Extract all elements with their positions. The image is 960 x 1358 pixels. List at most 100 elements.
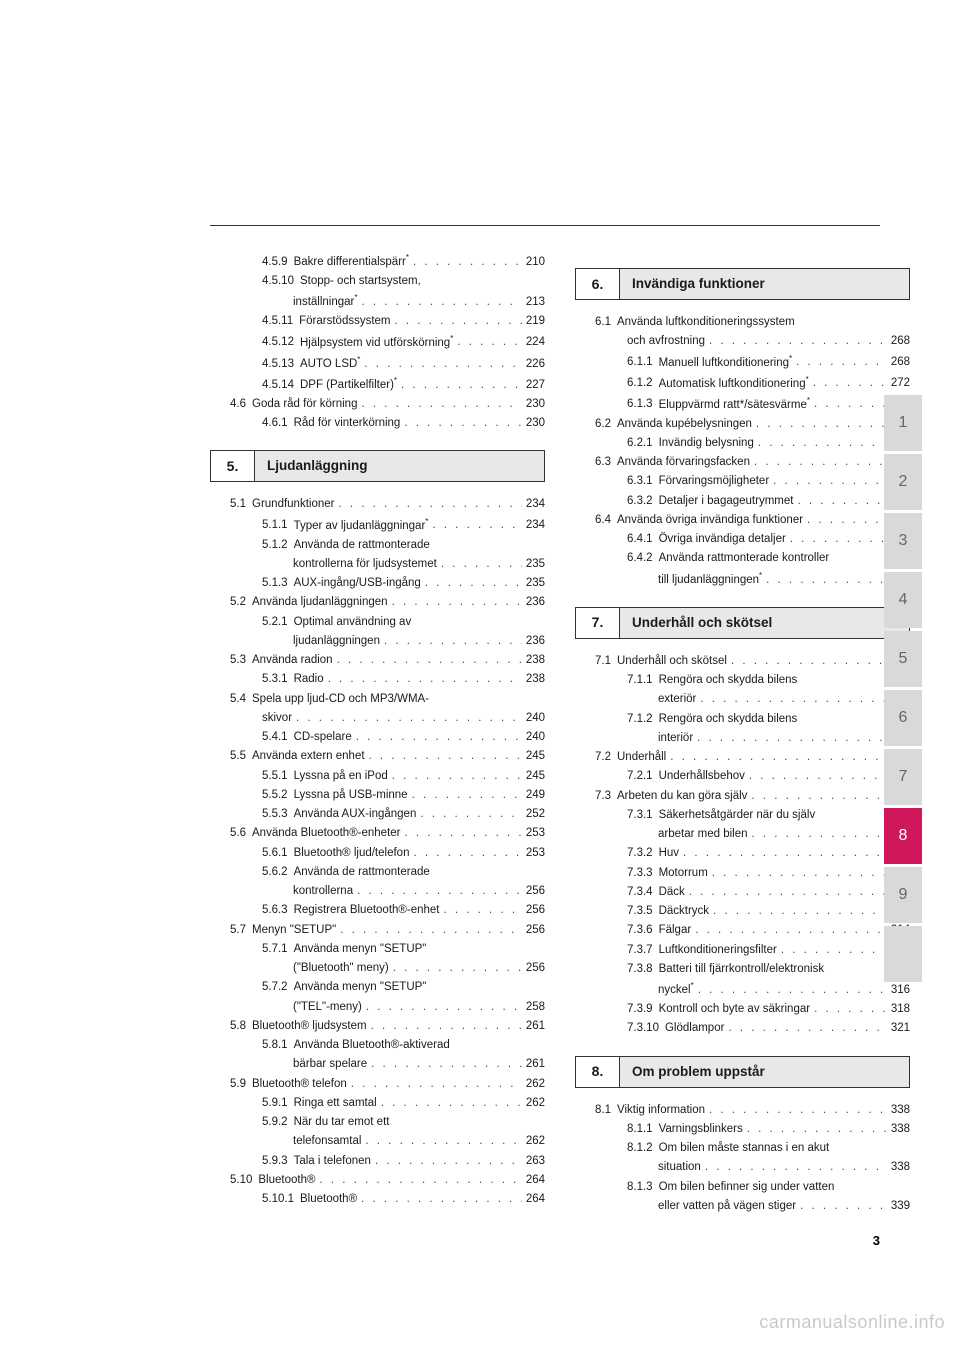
- toc-label: Övriga invändiga detaljer: [659, 531, 786, 548]
- side-tab-6[interactable]: 6: [884, 690, 922, 746]
- toc-dots: . . . . . . . . . . . . . . . . . . . . …: [790, 531, 887, 548]
- toc-num: 5.10.1: [262, 1191, 294, 1208]
- toc-entry-cont: ("TEL"-meny) . . . . . . . . . . . . . .…: [210, 999, 545, 1016]
- toc-page: 256: [526, 922, 545, 939]
- toc-entry: 4.5.12 Hjälpsystem vid utförskörning* . …: [210, 333, 545, 352]
- toc-label: Bakre differentialspärr*: [294, 252, 409, 271]
- toc-label: Menyn "SETUP": [252, 922, 336, 939]
- toc-page: 261: [526, 1018, 545, 1035]
- toc-num: 5.9: [230, 1076, 246, 1093]
- toc-page: 238: [526, 652, 545, 669]
- toc-num: 5.4.1: [262, 729, 288, 746]
- toc-entry: 5.9 Bluetooth® telefon . . . . . . . . .…: [210, 1076, 545, 1093]
- toc-num: 5.7.1: [262, 941, 288, 958]
- toc-dots: . . . . . . . . . . . . . . . . . . . . …: [392, 768, 522, 785]
- toc-page: 268: [891, 333, 910, 350]
- toc-page: 318: [891, 1001, 910, 1018]
- toc-dots: . . . . . . . . . . . . . . . . . . . . …: [752, 826, 887, 843]
- toc-label: Luftkonditioneringsfilter: [659, 942, 777, 959]
- toc-num: 4.5.10: [262, 273, 294, 290]
- toc-page: 249: [526, 787, 545, 804]
- toc-num: 5.10: [230, 1172, 252, 1189]
- toc-label: Fälgar: [659, 922, 692, 939]
- toc-dots: . . . . . . . . . . . . . . . . . . . . …: [747, 1121, 887, 1138]
- toc-dots: . . . . . . . . . . . . . . . . . . . . …: [781, 942, 887, 959]
- toc-entry-cont: nyckel* . . . . . . . . . . . . . . . . …: [575, 980, 910, 999]
- toc-num: 5.5.2: [262, 787, 288, 804]
- toc-label: Batteri till fjärrkontroll/elektronisk: [659, 961, 825, 978]
- toc-num: 8.1.3: [627, 1179, 653, 1196]
- toc-num: 6.3.2: [627, 493, 653, 510]
- toc-entry: 6.4 Använda övriga invändiga funktioner …: [575, 512, 910, 529]
- chapter-title: Invändiga funktioner: [620, 269, 909, 299]
- toc-label: interiör: [658, 730, 693, 747]
- side-tab-2[interactable]: 2: [884, 454, 922, 510]
- toc-entry: 6.4.1 Övriga invändiga detaljer . . . . …: [575, 531, 910, 548]
- toc-entry: 4.5.9 Bakre differentialspärr* . . . . .…: [210, 252, 545, 271]
- side-tab-7[interactable]: 7: [884, 749, 922, 805]
- toc-entry: 5.4.1 CD-spelare . . . . . . . . . . . .…: [210, 729, 545, 746]
- toc-num: 5.4: [230, 691, 246, 708]
- toc-num: 7.3.9: [627, 1001, 653, 1018]
- toc-num: 4.5.12: [262, 334, 294, 351]
- toc-num: 6.4: [595, 512, 611, 529]
- toc-entry: 7.3.9 Kontroll och byte av säkringar . .…: [575, 1001, 910, 1018]
- toc-label: Invändig belysning: [659, 435, 754, 452]
- toc-label: inställningar*: [293, 292, 358, 311]
- side-tab-8[interactable]: 8: [884, 808, 922, 864]
- side-tab-1[interactable]: 1: [884, 395, 922, 451]
- toc-dots: . . . . . . . . . . . . . . . . . . . . …: [814, 1001, 887, 1018]
- toc-label: Eluppvärmd ratt*/sätesvärme*: [659, 395, 810, 414]
- chapter-title: Om problem uppstår: [620, 1057, 909, 1087]
- toc-entry: 4.6.1 Råd för vinterkörning . . . . . . …: [210, 415, 545, 432]
- toc-num: 5.9.1: [262, 1095, 288, 1112]
- toc-page: 262: [526, 1133, 545, 1150]
- toc-label: AUX-ingång/USB-ingång: [294, 575, 421, 592]
- toc-num: 7.3.10: [627, 1020, 659, 1037]
- toc-entry: 4.5.11 Förarstödssystem . . . . . . . . …: [210, 313, 545, 330]
- toc-dots: . . . . . . . . . . . . . . . . . . . . …: [425, 575, 522, 592]
- toc-label: Hjälpsystem vid utförskörning*: [300, 333, 453, 352]
- toc-dots: . . . . . . . . . . . . . . . . . . . . …: [814, 396, 887, 413]
- toc-entry-cont: kontrollerna för ljudsystemet . . . . . …: [210, 556, 545, 573]
- toc-num: 7.1: [595, 653, 611, 670]
- toc-entry: 5.6.3 Registrera Bluetooth®-enhet . . . …: [210, 902, 545, 919]
- toc-dots: . . . . . . . . . . . . . . . . . . . . …: [713, 903, 887, 920]
- toc-dots: . . . . . . . . . . . . . . . . . . . . …: [337, 652, 522, 669]
- toc-label: Använda extern enhet: [252, 748, 365, 765]
- toc-dots: . . . . . . . . . . . . . . . . . . . . …: [796, 354, 887, 371]
- toc-entry: 6.2 Använda kupébelysningen . . . . . . …: [575, 416, 910, 433]
- side-tab-4[interactable]: 4: [884, 572, 922, 628]
- toc-dots: . . . . . . . . . . . . . . . . . . . . …: [375, 1153, 522, 1170]
- toc-label: Huv: [659, 845, 679, 862]
- side-tab-5[interactable]: 5: [884, 631, 922, 687]
- toc-dots: . . . . . . . . . . . . . . . . . . . . …: [404, 415, 521, 432]
- toc-label: Använda ljudanläggningen: [252, 594, 388, 611]
- toc-entry: 6.2.1 Invändig belysning . . . . . . . .…: [575, 435, 910, 452]
- toc-label: telefonsamtal: [293, 1133, 361, 1150]
- side-tab-9[interactable]: 9: [884, 867, 922, 923]
- toc-num: 6.4.1: [627, 531, 653, 548]
- toc-label: situation: [658, 1159, 701, 1176]
- toc-page: 268: [891, 354, 910, 371]
- toc-label: CD-spelare: [294, 729, 352, 746]
- toc-page: 230: [526, 396, 545, 413]
- toc-label: DPF (Partikelfilter)*: [300, 375, 397, 394]
- toc-num: 6.2: [595, 416, 611, 433]
- toc-entry: 5.8 Bluetooth® ljudsystem . . . . . . . …: [210, 1018, 545, 1035]
- toc-label: Rengöra och skydda bilens: [659, 672, 798, 689]
- toc-label: Underhållsbehov: [659, 768, 745, 785]
- toc-num: 5.1.2: [262, 537, 288, 554]
- toc-label: Förarstödssystem: [299, 313, 390, 330]
- toc-dots: . . . . . . . . . . . . . . . . . . . . …: [338, 496, 521, 513]
- side-tab-blank[interactable]: [884, 926, 922, 982]
- side-tab-3[interactable]: 3: [884, 513, 922, 569]
- toc-page: 210: [526, 254, 545, 271]
- toc-label: Ringa ett samtal: [294, 1095, 377, 1112]
- toc-num: 4.6: [230, 396, 246, 413]
- toc-dots: . . . . . . . . . . . . . . . . . . . . …: [670, 749, 887, 766]
- toc-label: Säkerhetsåtgärder när du själv: [659, 807, 816, 824]
- toc-num: 4.5.11: [262, 313, 293, 330]
- toc-entry: 6.1 Använda luftkonditioneringssystem: [575, 314, 910, 331]
- toc-label: Använda förvaringsfacken: [617, 454, 750, 471]
